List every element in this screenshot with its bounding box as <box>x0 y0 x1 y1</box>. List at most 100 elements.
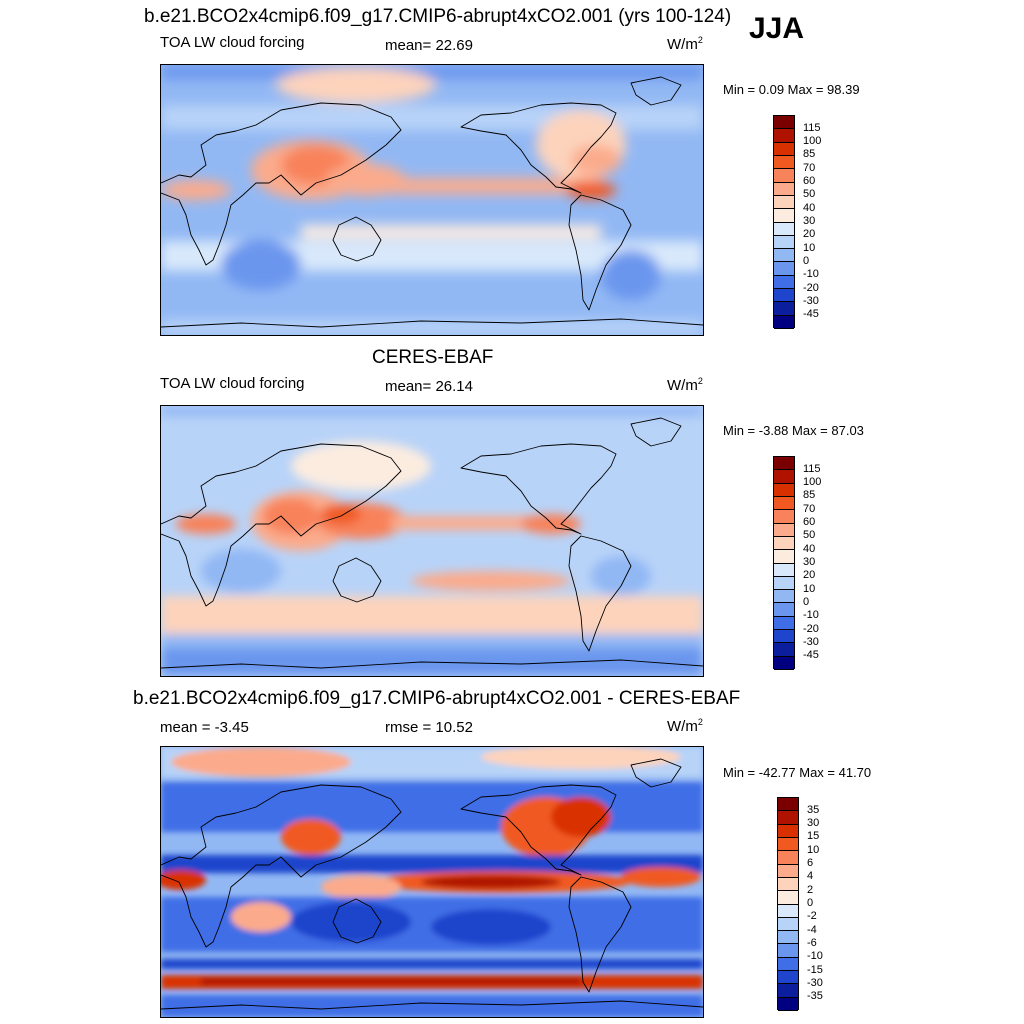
colorbar-label: 20 <box>803 569 816 582</box>
colorbar-label: -6 <box>807 936 817 949</box>
colorbar-swatch <box>778 997 798 1011</box>
colorbar-label: 85 <box>803 489 816 502</box>
colorbar-label: 30 <box>803 215 816 227</box>
colorbar-swatch <box>774 457 794 471</box>
colorbar-label: -20 <box>803 281 819 294</box>
panel3-colorbar-boxes <box>777 797 799 1011</box>
colorbar-label: 2 <box>807 883 814 896</box>
colorbar-label: 60 <box>803 175 816 188</box>
colorbar-label: 10 <box>807 843 820 856</box>
colorbar-swatch <box>774 209 794 223</box>
units-exponent: 2 <box>697 717 703 727</box>
colorbar-swatch <box>774 510 794 524</box>
colorbar-swatch <box>778 931 798 945</box>
colorbar-swatch <box>774 496 794 511</box>
colorbar-label: 70 <box>803 502 816 515</box>
colorbar-label: -4 <box>807 923 817 936</box>
colorbar-label: 6 <box>807 857 814 870</box>
colorbar-swatch <box>774 656 794 670</box>
colorbar-swatch <box>774 169 794 183</box>
colorbar-swatch <box>778 877 798 892</box>
panel3-title: b.e21.BCO2x4cmip6.f09_g17.CMIP6-abrupt4x… <box>133 688 741 709</box>
colorbar-label: 20 <box>803 228 816 241</box>
panel1-map <box>160 64 704 336</box>
colorbar-label: 10 <box>803 582 816 595</box>
panel3-minmax: Min = -42.77 Max = 41.70 <box>723 765 872 780</box>
colorbar-swatch <box>778 957 798 972</box>
colorbar-label: -2 <box>807 910 817 923</box>
colorbar-label: -10 <box>807 950 823 963</box>
panel1-colorbar-boxes <box>773 115 795 329</box>
colorbar-swatch <box>774 249 794 263</box>
colorbar-label: 85 <box>803 148 816 161</box>
colorbar-swatch <box>774 129 794 143</box>
colorbar-label: 35 <box>807 803 820 816</box>
colorbar-swatch <box>774 275 794 290</box>
units-text: W/m <box>667 718 698 735</box>
colorbar-label: 0 <box>803 254 810 267</box>
colorbar-swatch <box>774 182 794 196</box>
colorbar-swatch <box>774 235 794 250</box>
colorbar-label: 70 <box>803 161 816 174</box>
colorbar-label: 115 <box>803 121 821 134</box>
colorbar-label: -20 <box>803 622 819 635</box>
panel1-mean-label: mean= 22.69 <box>385 37 473 54</box>
units-text: W/m <box>667 36 698 53</box>
colorbar-label: -30 <box>807 976 823 989</box>
panel3-map <box>160 746 704 1018</box>
colorbar-swatch <box>774 315 794 329</box>
colorbar-swatch <box>778 891 798 905</box>
panel2-mean-label: mean= 26.14 <box>385 378 473 395</box>
colorbar-label: 0 <box>803 595 810 608</box>
colorbar-label: 30 <box>807 817 820 830</box>
panel2-field <box>161 406 703 676</box>
colorbar-label: -35 <box>807 990 823 1003</box>
colorbar-swatch <box>774 563 794 577</box>
colorbar-label: 40 <box>803 542 816 555</box>
colorbar-swatch <box>774 603 794 617</box>
colorbar-swatch <box>778 811 798 825</box>
colorbar-swatch <box>778 798 798 812</box>
colorbar-label: 30 <box>803 556 816 568</box>
panel3-rmse-label: rmse = 10.52 <box>385 719 473 736</box>
colorbar-label: 100 <box>803 135 822 148</box>
colorbar-swatch <box>774 576 794 591</box>
colorbar-label: 50 <box>803 188 816 201</box>
colorbar-swatch <box>774 483 794 497</box>
colorbar-swatch <box>778 917 798 932</box>
colorbar-swatch <box>778 837 798 852</box>
colorbar-label: 40 <box>803 201 816 214</box>
units-exponent: 2 <box>697 35 703 45</box>
panel1-variable-label: TOA LW cloud forcing <box>160 34 305 51</box>
panel2-colorbar-boxes <box>773 456 795 670</box>
panel1-title: b.e21.BCO2x4cmip6.f09_g17.CMIP6-abrupt4x… <box>144 6 732 27</box>
panel2-variable-label: TOA LW cloud forcing <box>160 375 305 392</box>
panel3-units: W/m2 <box>667 717 703 735</box>
colorbar-label: 10 <box>803 241 816 254</box>
panel2-title: CERES-EBAF <box>372 347 494 368</box>
colorbar-swatch <box>778 851 798 865</box>
colorbar-swatch <box>774 643 794 657</box>
colorbar-swatch <box>778 984 798 998</box>
panel2-units: W/m2 <box>667 376 703 394</box>
colorbar-swatch <box>774 195 794 210</box>
panel1-minmax: Min = 0.09 Max = 98.39 <box>723 82 860 97</box>
colorbar-swatch <box>774 289 794 303</box>
panel1-units: W/m2 <box>667 35 703 53</box>
panel2-minmax: Min = -3.88 Max = 87.03 <box>723 423 864 438</box>
panel1-field <box>161 65 703 335</box>
colorbar-swatch <box>774 590 794 604</box>
colorbar-label: 115 <box>803 462 821 475</box>
panel3-field <box>161 747 703 1017</box>
colorbar-swatch <box>778 971 798 985</box>
panel3-mean-label: mean = -3.45 <box>160 719 249 736</box>
colorbar-swatch <box>774 116 794 130</box>
colorbar-swatch <box>774 302 794 316</box>
colorbar-swatch <box>774 630 794 644</box>
panel3-colorbar: 35 30 15 10 6 4 2 0 -2 -4 -6 -10 -15 -30 -35 <box>777 797 847 1011</box>
season-label: JJA <box>749 12 805 45</box>
colorbar-label: -10 <box>803 268 819 281</box>
colorbar-label: -45 <box>803 649 819 662</box>
colorbar-label: 50 <box>803 529 816 542</box>
colorbar-label: 15 <box>807 830 820 843</box>
